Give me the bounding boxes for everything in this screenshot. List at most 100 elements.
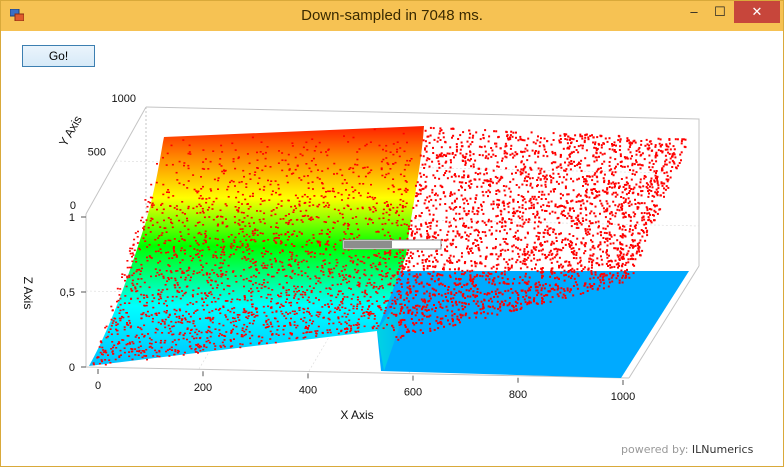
scatter-point — [499, 309, 502, 312]
scatter-point — [106, 335, 109, 338]
scatter-point — [338, 304, 341, 306]
scatter-point — [581, 176, 584, 178]
scatter-point — [309, 251, 312, 254]
scatter-point — [204, 236, 207, 239]
scatter-point — [229, 346, 232, 348]
scatter-point — [244, 297, 246, 299]
scatter-point — [382, 287, 384, 289]
scatter-point — [237, 156, 240, 158]
scatter-point — [620, 269, 623, 272]
scatter-point — [644, 239, 647, 242]
z-axis-ticks: 00,51 — [60, 212, 86, 374]
scatter-point — [565, 168, 568, 171]
scatter-point — [497, 135, 500, 138]
scatter-point — [265, 315, 268, 317]
scatter-point — [319, 281, 322, 284]
scatter-point — [151, 204, 153, 206]
scatter-point — [326, 331, 329, 334]
scatter-point — [230, 234, 233, 236]
scatter-point — [428, 322, 431, 325]
scatter-point — [550, 267, 553, 270]
scatter-point — [126, 322, 128, 324]
scatter-point — [604, 137, 607, 140]
scatter-point — [359, 194, 362, 197]
scatter-point — [473, 285, 476, 288]
scatter-point — [209, 160, 212, 163]
scatter-point — [210, 279, 213, 281]
scatter-point — [420, 212, 423, 214]
scatter-point — [474, 198, 477, 200]
scatter-point — [381, 270, 383, 272]
title-bar[interactable]: Down-sampled in 7048 ms. – ☐ ✕ — [1, 1, 783, 31]
scatter-point — [197, 252, 200, 255]
scatter-point — [566, 287, 569, 290]
scatter-point — [480, 300, 483, 303]
scatter-point — [143, 297, 146, 299]
scatter-point — [606, 207, 609, 210]
scatter-point — [511, 212, 514, 215]
scatter-point — [506, 263, 509, 266]
scatter-point — [314, 275, 317, 277]
scatter-point — [189, 332, 192, 334]
scatter-point — [544, 198, 547, 200]
scatter-point — [168, 278, 170, 281]
scatter-point — [369, 282, 371, 284]
scatter-point — [401, 318, 404, 321]
close-button[interactable]: ✕ — [734, 1, 780, 23]
go-button[interactable]: Go! — [22, 45, 95, 67]
scatter-point — [204, 241, 207, 244]
scatter-point — [203, 301, 205, 303]
scatter-point — [462, 295, 465, 298]
scatter-point — [464, 160, 467, 163]
scatter-point — [646, 229, 649, 232]
scatter-point — [156, 163, 158, 165]
scatter-point — [558, 256, 561, 259]
scatter-point — [566, 142, 569, 145]
scatter-point — [615, 263, 618, 266]
scatter-point — [420, 298, 423, 301]
scatter-point — [413, 237, 416, 239]
minimize-button[interactable]: – — [690, 4, 698, 19]
scatter-point — [444, 249, 447, 252]
scatter-point — [501, 176, 504, 179]
scatter-point — [569, 162, 572, 165]
scatter-point — [167, 324, 170, 327]
scatter-point — [503, 204, 506, 207]
scatter-point — [521, 253, 524, 256]
scatter-point — [112, 346, 114, 349]
scatter-point — [435, 156, 438, 159]
scatter-point — [394, 296, 396, 299]
scatter-point — [621, 207, 624, 210]
scatter-point — [644, 227, 647, 230]
scatter-point — [550, 176, 553, 179]
scatter-point — [619, 241, 622, 244]
scatter-point — [628, 205, 631, 207]
scatter-point — [292, 209, 295, 211]
scatter-point — [481, 231, 484, 233]
maximize-button[interactable]: ☐ — [714, 4, 726, 19]
scatter-point — [211, 287, 214, 290]
scatter-point — [226, 318, 229, 321]
scatter-point — [342, 216, 344, 219]
scatter-point — [432, 218, 435, 221]
scatter-point — [307, 307, 309, 310]
scatter-point — [242, 278, 245, 281]
scatter-point — [199, 349, 202, 352]
scatter-point — [248, 266, 251, 269]
scatter-point — [178, 286, 181, 289]
scatter-point — [204, 230, 207, 233]
scatter-point — [453, 288, 456, 291]
scatter-point — [317, 216, 320, 219]
scatter-point — [208, 237, 211, 240]
scatter-point — [184, 291, 187, 294]
scatter-point — [264, 326, 267, 329]
scatter-point — [238, 232, 240, 235]
scatter-point — [429, 126, 432, 129]
scatter-point — [170, 277, 173, 279]
scatter-point — [599, 199, 602, 202]
scatter-point — [322, 201, 325, 204]
scatter-point — [279, 251, 282, 254]
scatter-point — [584, 228, 587, 231]
scatter-point — [617, 139, 620, 142]
